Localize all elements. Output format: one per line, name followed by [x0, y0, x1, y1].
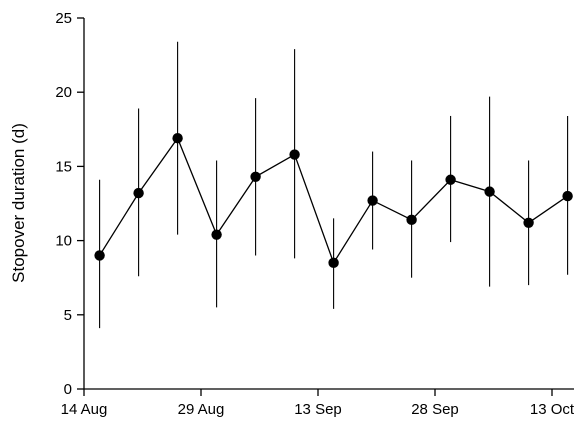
- y-tick-label: 10: [55, 233, 72, 250]
- y-tick-label: 20: [55, 84, 72, 101]
- x-tick-label: 29 Aug: [178, 401, 225, 418]
- data-points: [94, 133, 573, 269]
- data-point: [172, 133, 183, 144]
- x-tick-label: 13 Sep: [294, 401, 342, 418]
- data-point: [406, 214, 417, 226]
- y-axis-title: Stopover duration (d): [9, 123, 28, 283]
- data-point: [250, 171, 261, 182]
- data-point: [523, 217, 534, 228]
- data-point: [211, 229, 222, 240]
- data-point: [484, 186, 495, 197]
- x-tick-label: 28 Sep: [411, 401, 459, 418]
- data-point: [445, 174, 456, 185]
- y-tick-label: 15: [55, 158, 72, 175]
- x-tick-label: 13 Oct: [530, 401, 575, 418]
- x-ticks: 14 Aug 29 Aug 13 Sep 28 Sep 13 Oct: [61, 389, 575, 418]
- y-tick-label: 25: [55, 10, 72, 27]
- data-point: [94, 250, 105, 261]
- data-point: [367, 195, 378, 206]
- error-bars: [99, 41, 569, 329]
- y-ticks: 0 5 10 15 20 25: [55, 10, 84, 398]
- data-point: [328, 257, 339, 269]
- y-tick-label: 5: [64, 307, 72, 324]
- data-point: [289, 149, 300, 160]
- y-tick-label: 0: [64, 381, 72, 398]
- data-point: [562, 190, 573, 202]
- x-tick-label: 14 Aug: [61, 401, 108, 418]
- data-point: [133, 187, 144, 199]
- axes: [83, 18, 574, 390]
